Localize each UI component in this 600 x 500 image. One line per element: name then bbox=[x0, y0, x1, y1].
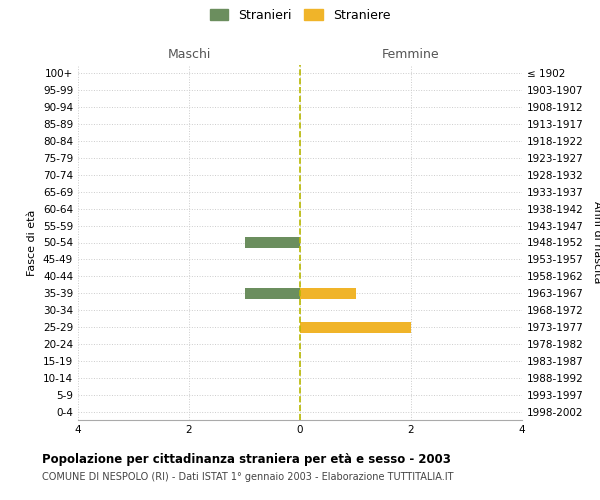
Y-axis label: Anni di nascita: Anni di nascita bbox=[592, 201, 600, 284]
Legend: Stranieri, Straniere: Stranieri, Straniere bbox=[207, 6, 393, 24]
Bar bbox=[245, 288, 300, 298]
Text: Maschi: Maschi bbox=[167, 48, 211, 62]
Text: Popolazione per cittadinanza straniera per età e sesso - 2003: Popolazione per cittadinanza straniera p… bbox=[42, 452, 451, 466]
Bar bbox=[300, 322, 411, 332]
Y-axis label: Fasce di età: Fasce di età bbox=[28, 210, 37, 276]
Text: Femmine: Femmine bbox=[382, 48, 440, 62]
Bar bbox=[245, 237, 300, 248]
Text: COMUNE DI NESPOLO (RI) - Dati ISTAT 1° gennaio 2003 - Elaborazione TUTTITALIA.IT: COMUNE DI NESPOLO (RI) - Dati ISTAT 1° g… bbox=[42, 472, 454, 482]
Bar bbox=[300, 288, 355, 298]
